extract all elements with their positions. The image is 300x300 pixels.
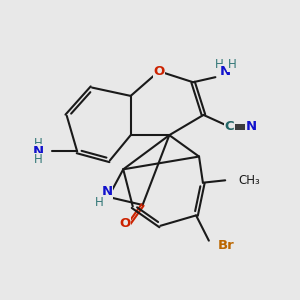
Text: C: C <box>225 120 235 133</box>
Text: Br: Br <box>218 238 235 252</box>
Text: H: H <box>34 153 43 166</box>
Text: N: N <box>220 65 231 78</box>
Text: CH₃: CH₃ <box>238 174 260 187</box>
Text: O: O <box>153 65 164 78</box>
Text: H: H <box>215 58 224 71</box>
Text: N: N <box>33 145 44 158</box>
Text: H: H <box>95 196 104 209</box>
Text: H: H <box>228 58 237 71</box>
Text: H: H <box>34 137 43 150</box>
Text: N: N <box>101 185 112 198</box>
Text: N: N <box>245 120 256 133</box>
Text: O: O <box>119 217 130 230</box>
